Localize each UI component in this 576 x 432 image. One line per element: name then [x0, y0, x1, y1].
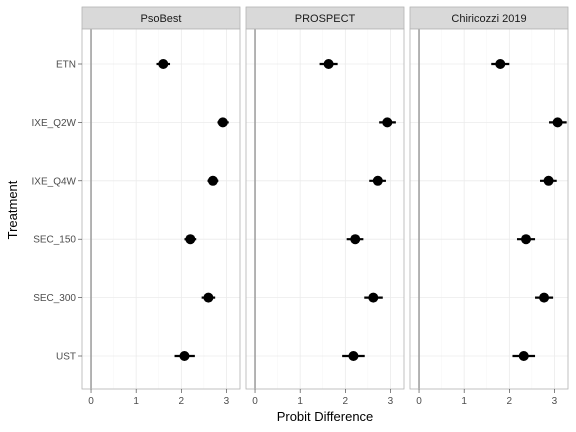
y-axis-tick-labels: ETN IXE_Q2W IXE_Q4W SEC_150 SEC_300 UST	[32, 60, 82, 363]
panel-border	[81, 28, 241, 390]
x-tick-label: 3	[224, 396, 230, 407]
data-point	[350, 234, 361, 245]
y-tick-label: IXE_Q4W	[32, 176, 77, 187]
data-point	[372, 175, 383, 186]
facet-panel: Chiricozzi 2019 0 1 2 3	[409, 6, 569, 407]
data-point	[158, 59, 169, 69]
x-tick-label: 2	[343, 396, 349, 407]
data-point	[543, 175, 554, 186]
x-tick-label: 1	[461, 396, 467, 407]
facet-panels: PsoBest 0 1 2 3 PROSPECT 0 1 2 3 Chiricozzi 2019 0 1…	[81, 6, 569, 407]
data-point	[518, 351, 529, 361]
data-point	[203, 292, 214, 303]
data-point	[368, 292, 379, 303]
facet-title: PsoBest	[141, 13, 182, 25]
data-point	[323, 59, 334, 69]
x-tick-label: 3	[388, 396, 394, 407]
y-tick-label: IXE_Q2W	[32, 118, 77, 129]
data-point	[207, 175, 218, 186]
x-tick-label: 2	[507, 396, 513, 407]
facet-title: Chiricozzi 2019	[451, 13, 526, 25]
y-tick-label: UST	[56, 352, 76, 363]
data-point	[382, 117, 393, 128]
panel-border	[245, 28, 405, 390]
y-tick-label: SEC_300	[33, 293, 76, 304]
y-tick-label: SEC_150	[33, 235, 76, 246]
data-point	[185, 234, 196, 245]
panel-background	[410, 29, 568, 389]
data-point	[521, 234, 532, 245]
facet-panel: PsoBest 0 1 2 3	[81, 6, 241, 407]
x-tick-label: 1	[297, 396, 303, 407]
facet-panel: PROSPECT 0 1 2 3	[245, 6, 405, 407]
data-point	[217, 117, 228, 128]
x-tick-label: 3	[552, 396, 558, 407]
data-point	[179, 351, 190, 361]
facet-title: PROSPECT	[295, 13, 356, 25]
x-tick-label: 2	[179, 396, 185, 407]
x-tick-label: 0	[88, 396, 94, 407]
y-tick-label: ETN	[56, 60, 76, 71]
data-point	[348, 351, 359, 361]
data-point	[552, 117, 563, 128]
x-tick-label: 0	[416, 396, 422, 407]
x-axis-title: Probit Difference	[277, 409, 374, 424]
x-tick-label: 0	[252, 396, 258, 407]
y-axis-title: Treatment	[5, 180, 20, 239]
x-tick-label: 1	[133, 396, 139, 407]
data-point	[539, 292, 550, 303]
panel-background	[246, 29, 404, 389]
panel-background	[82, 29, 240, 389]
panel-border	[409, 28, 569, 390]
data-point	[495, 59, 506, 69]
